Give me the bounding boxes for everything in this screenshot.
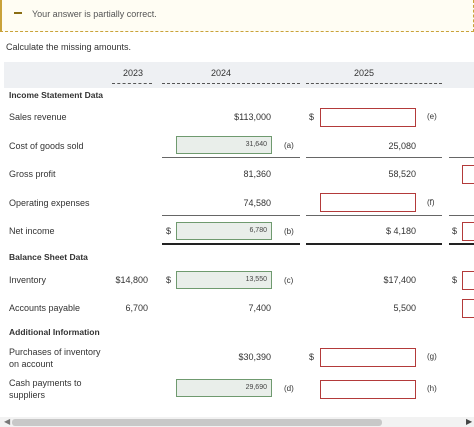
- purchases-2024: $30,390: [238, 352, 271, 362]
- scroll-left-arrow-icon[interactable]: ◀: [4, 417, 11, 426]
- cogs-2024-input[interactable]: 31,640: [176, 136, 272, 154]
- dollar-sign: $: [309, 112, 315, 122]
- row-label-gross-profit: Gross profit: [9, 169, 56, 179]
- dollar-sign: $: [166, 275, 172, 285]
- subtotal-rule: [162, 215, 300, 216]
- tag-g: (g): [427, 352, 437, 361]
- column-header-2024: 2024: [211, 68, 232, 78]
- row-label-accounts-payable: Accounts payable: [9, 303, 81, 313]
- payments-2024-input[interactable]: 29,690: [176, 379, 272, 397]
- row-label-purchases: Purchases of inventory on account: [9, 347, 101, 369]
- dollar-sign: $: [452, 226, 458, 236]
- cogs-2025: 25,080: [388, 141, 416, 151]
- subtotal-rule: [449, 215, 474, 216]
- payable-2024: 7,400: [248, 303, 271, 313]
- payable-next-input[interactable]: [462, 299, 474, 318]
- subtotal-rule: [449, 157, 474, 158]
- inventory-2024-input[interactable]: 13,550: [176, 271, 272, 289]
- dollar-sign: $: [452, 275, 458, 285]
- scrollbar-thumb[interactable]: [12, 419, 382, 426]
- row-label-cogs: Cost of goods sold: [9, 141, 84, 151]
- row-label-inventory: Inventory: [9, 275, 47, 285]
- total-rule: [162, 243, 300, 245]
- feedback-banner: Your answer is partially correct.: [0, 0, 474, 32]
- tag-e: (e): [427, 112, 437, 121]
- section-balance-sheet: Balance Sheet Data: [9, 252, 88, 262]
- feedback-message: Your answer is partially correct.: [32, 9, 157, 19]
- payments-2025-input[interactable]: [320, 380, 416, 399]
- payable-2023: 6,700: [125, 303, 148, 313]
- inventory-2025: $17,400: [383, 275, 416, 285]
- inventory-2023: $14,800: [115, 275, 148, 285]
- total-rule: [449, 243, 474, 245]
- sales-2024: $113,000: [234, 112, 271, 122]
- net-next-input[interactable]: [462, 222, 474, 241]
- subtotal-rule: [306, 157, 442, 158]
- row-label-net-income: Net income: [9, 226, 55, 236]
- gross-2024: 81,360: [243, 169, 271, 179]
- tag-b: (b): [284, 227, 294, 236]
- total-rule: [306, 243, 442, 245]
- inventory-next-input[interactable]: [462, 271, 474, 290]
- tag-d: (d): [284, 384, 294, 393]
- tag-a: (a): [284, 141, 294, 150]
- instructions: Calculate the missing amounts.: [6, 42, 132, 52]
- header-rule: [112, 83, 152, 84]
- tag-f: (f): [427, 198, 435, 207]
- opex-2025-input[interactable]: [320, 193, 416, 212]
- opex-2024: 74,580: [243, 198, 271, 208]
- section-additional-info: Additional Information: [9, 327, 100, 337]
- purchases-2025-input[interactable]: [320, 348, 416, 367]
- tag-h: (h): [427, 384, 437, 393]
- dollar-sign: $: [166, 226, 172, 236]
- scroll-right-arrow-icon[interactable]: ▶: [466, 417, 473, 426]
- gross-2025: 58,520: [388, 169, 416, 179]
- column-header-2025: 2025: [354, 68, 375, 78]
- table-header: [4, 62, 474, 88]
- gross-next-input[interactable]: [462, 165, 474, 184]
- dollar-sign: $: [309, 352, 315, 362]
- tag-c: (c): [284, 276, 294, 285]
- net-2024-input[interactable]: 6,780: [176, 222, 272, 240]
- subtotal-rule: [306, 215, 442, 216]
- row-label-opex: Operating expenses: [9, 198, 90, 208]
- payable-2025: 5,500: [393, 303, 416, 313]
- row-label-cash-payments: Cash payments to suppliers: [9, 378, 82, 400]
- net-2025: $ 4,180: [385, 226, 416, 236]
- column-header-2023: 2023: [123, 68, 144, 78]
- sales-2025-input[interactable]: [320, 108, 416, 127]
- header-rule: [162, 83, 300, 84]
- partial-icon: [14, 12, 22, 14]
- subtotal-rule: [162, 157, 300, 158]
- header-rule: [306, 83, 442, 84]
- row-label-sales: Sales revenue: [9, 112, 67, 122]
- section-income-statement: Income Statement Data: [9, 90, 103, 100]
